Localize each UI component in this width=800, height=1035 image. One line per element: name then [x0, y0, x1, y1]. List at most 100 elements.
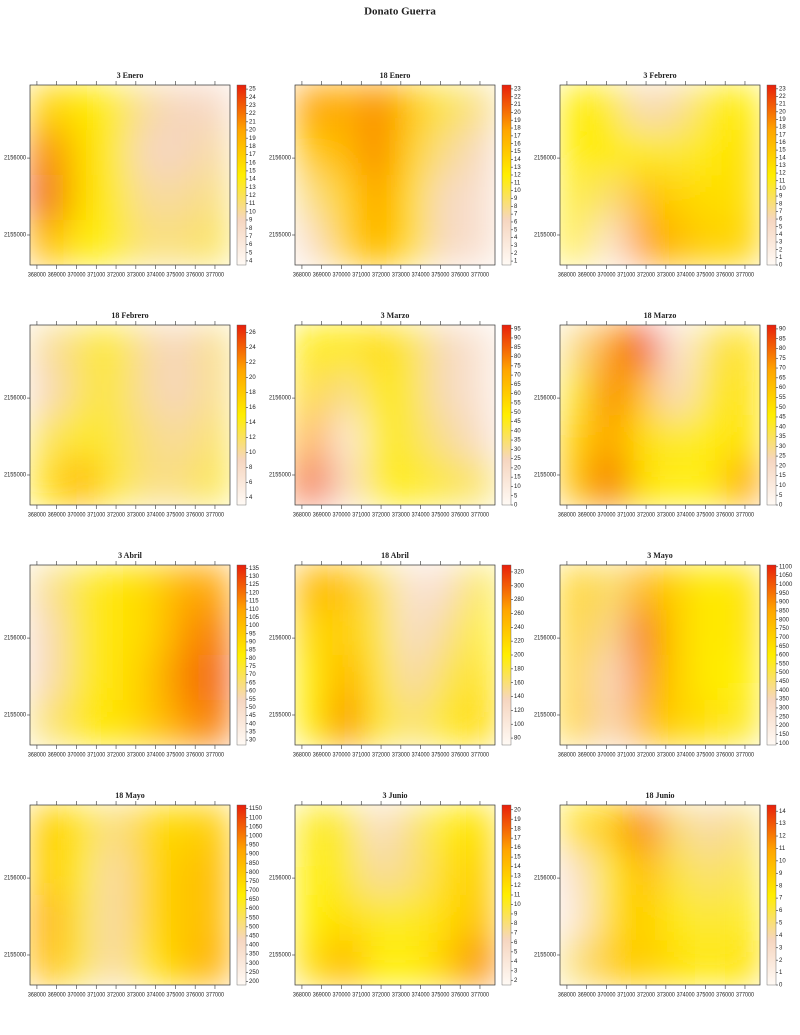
heat-cell: [30, 370, 64, 416]
heat-cell: [196, 805, 230, 851]
heat-cell: [626, 325, 661, 371]
colorbar-tick-label: 45: [779, 415, 786, 421]
heat-cell: [428, 325, 463, 371]
heat-cell: [130, 85, 164, 131]
heat-cell: [726, 220, 760, 265]
colorbar-tick-label: 350: [779, 697, 790, 703]
colorbar-tick-label: 180: [514, 666, 525, 672]
y-tick-label: 2155000: [4, 233, 27, 239]
colorbar-tick-label: 19: [514, 118, 521, 124]
x-tick-label: 369000: [578, 513, 597, 519]
y-tick-label: 2155000: [4, 953, 27, 959]
colorbar-tick-label: 125: [249, 582, 260, 588]
heat-cell: [560, 220, 594, 265]
heat-cell: [328, 460, 363, 505]
heat-cell: [30, 700, 64, 745]
heat-cell: [63, 940, 98, 985]
x-tick-label: 369000: [48, 273, 67, 279]
colorbar-tick-label: 85: [779, 336, 786, 342]
heat-cell: [361, 370, 396, 416]
heat-cell: [726, 700, 760, 745]
heat-cell: [163, 700, 198, 745]
panel: 3 Marzo 368000 369000 370000 371000 372000 373…: [269, 311, 521, 519]
x-tick-label: 374000: [677, 273, 696, 279]
heatmap-field: [295, 325, 495, 505]
heat-cell: [461, 130, 495, 176]
heat-cell: [395, 220, 429, 265]
colorbar-tick-label: 900: [249, 852, 260, 858]
colorbar-tick-label: 11: [514, 180, 521, 186]
x-tick-label: 376000: [716, 753, 735, 759]
colorbar-tick-label: 25: [249, 87, 256, 93]
colorbar-tick-label: 6: [514, 220, 518, 226]
heat-cell: [30, 325, 64, 371]
heat-cell: [361, 130, 396, 176]
heat-cell: [163, 610, 198, 656]
panel-title: 3 Marzo: [381, 311, 410, 320]
colorbar-tick-label: 18: [514, 826, 521, 832]
x-tick-label: 372000: [637, 273, 656, 279]
heat-cell: [63, 220, 98, 265]
heat-cell: [96, 415, 131, 461]
heat-cell: [461, 565, 495, 611]
heat-cell: [295, 370, 329, 416]
heat-cell: [63, 85, 98, 131]
colorbar-tick-label: 24: [249, 95, 256, 101]
colorbar-tick-label: 500: [779, 670, 790, 676]
panel: 3 Enero 368000 369000 370000 371000 372000 373…: [4, 71, 256, 279]
plot-frame: [294, 564, 496, 746]
heat-cell: [428, 130, 463, 176]
colorbar-tick-label: 50: [514, 410, 521, 416]
colorbar-tick-label: 13: [514, 165, 521, 171]
heat-cell: [295, 175, 329, 221]
colorbar-tick-label: 1: [779, 970, 783, 976]
colorbar-tick-label: 140: [514, 694, 525, 700]
x-tick-label: 373000: [127, 993, 146, 999]
heat-cell: [693, 565, 728, 611]
heat-cell: [693, 655, 728, 701]
heat-cell: [461, 610, 495, 656]
heat-cell: [130, 220, 164, 265]
colorbar-tick-label: 9: [249, 218, 253, 224]
x-tick-label: 374000: [677, 753, 696, 759]
plot-frame: [559, 804, 761, 986]
colorbar-tick-label: 65: [249, 680, 256, 686]
colorbar-tick-label: 17: [514, 133, 521, 139]
heat-cell: [30, 850, 64, 896]
colorbar-tick-label: 550: [249, 915, 260, 921]
colorbar: [766, 84, 777, 266]
x-tick-label: 377000: [736, 513, 755, 519]
heat-cell: [461, 805, 495, 851]
heat-cell: [726, 895, 760, 941]
x-tick-label: 377000: [471, 513, 490, 519]
x-tick-label: 376000: [186, 513, 205, 519]
x-tick-label: 376000: [716, 513, 735, 519]
heat-cell: [196, 895, 230, 941]
colorbar-tick-label: 100: [779, 741, 790, 747]
plot-frame: [559, 324, 761, 506]
colorbar-tick-label: 1: [779, 255, 783, 261]
heat-cell: [295, 220, 329, 265]
colorbar-tick-label: 500: [249, 924, 260, 930]
heat-cell: [196, 610, 230, 656]
colorbar-tick-label: 40: [514, 428, 521, 434]
x-tick-label: 376000: [451, 273, 470, 279]
x-tick-label: 372000: [107, 753, 126, 759]
y-tick-label: 2155000: [269, 473, 292, 479]
heat-cell: [96, 325, 131, 371]
x-tick-label: 373000: [657, 273, 676, 279]
heat-cell: [96, 895, 131, 941]
x-tick-label: 377000: [206, 273, 225, 279]
heat-cell: [63, 700, 98, 745]
x-tick-label: 375000: [696, 513, 715, 519]
heat-cell: [660, 370, 694, 416]
x-tick-label: 373000: [657, 513, 676, 519]
colorbar-tick-label: 120: [249, 590, 260, 596]
colorbar-tick-label: 3: [514, 243, 518, 249]
colorbar-tick-label: 15: [514, 149, 521, 155]
heat-cell: [626, 415, 661, 461]
heat-cell: [361, 655, 396, 701]
x-tick-label: 372000: [372, 753, 391, 759]
heat-cell: [461, 175, 495, 221]
colorbar-tick-label: 6: [249, 242, 253, 248]
